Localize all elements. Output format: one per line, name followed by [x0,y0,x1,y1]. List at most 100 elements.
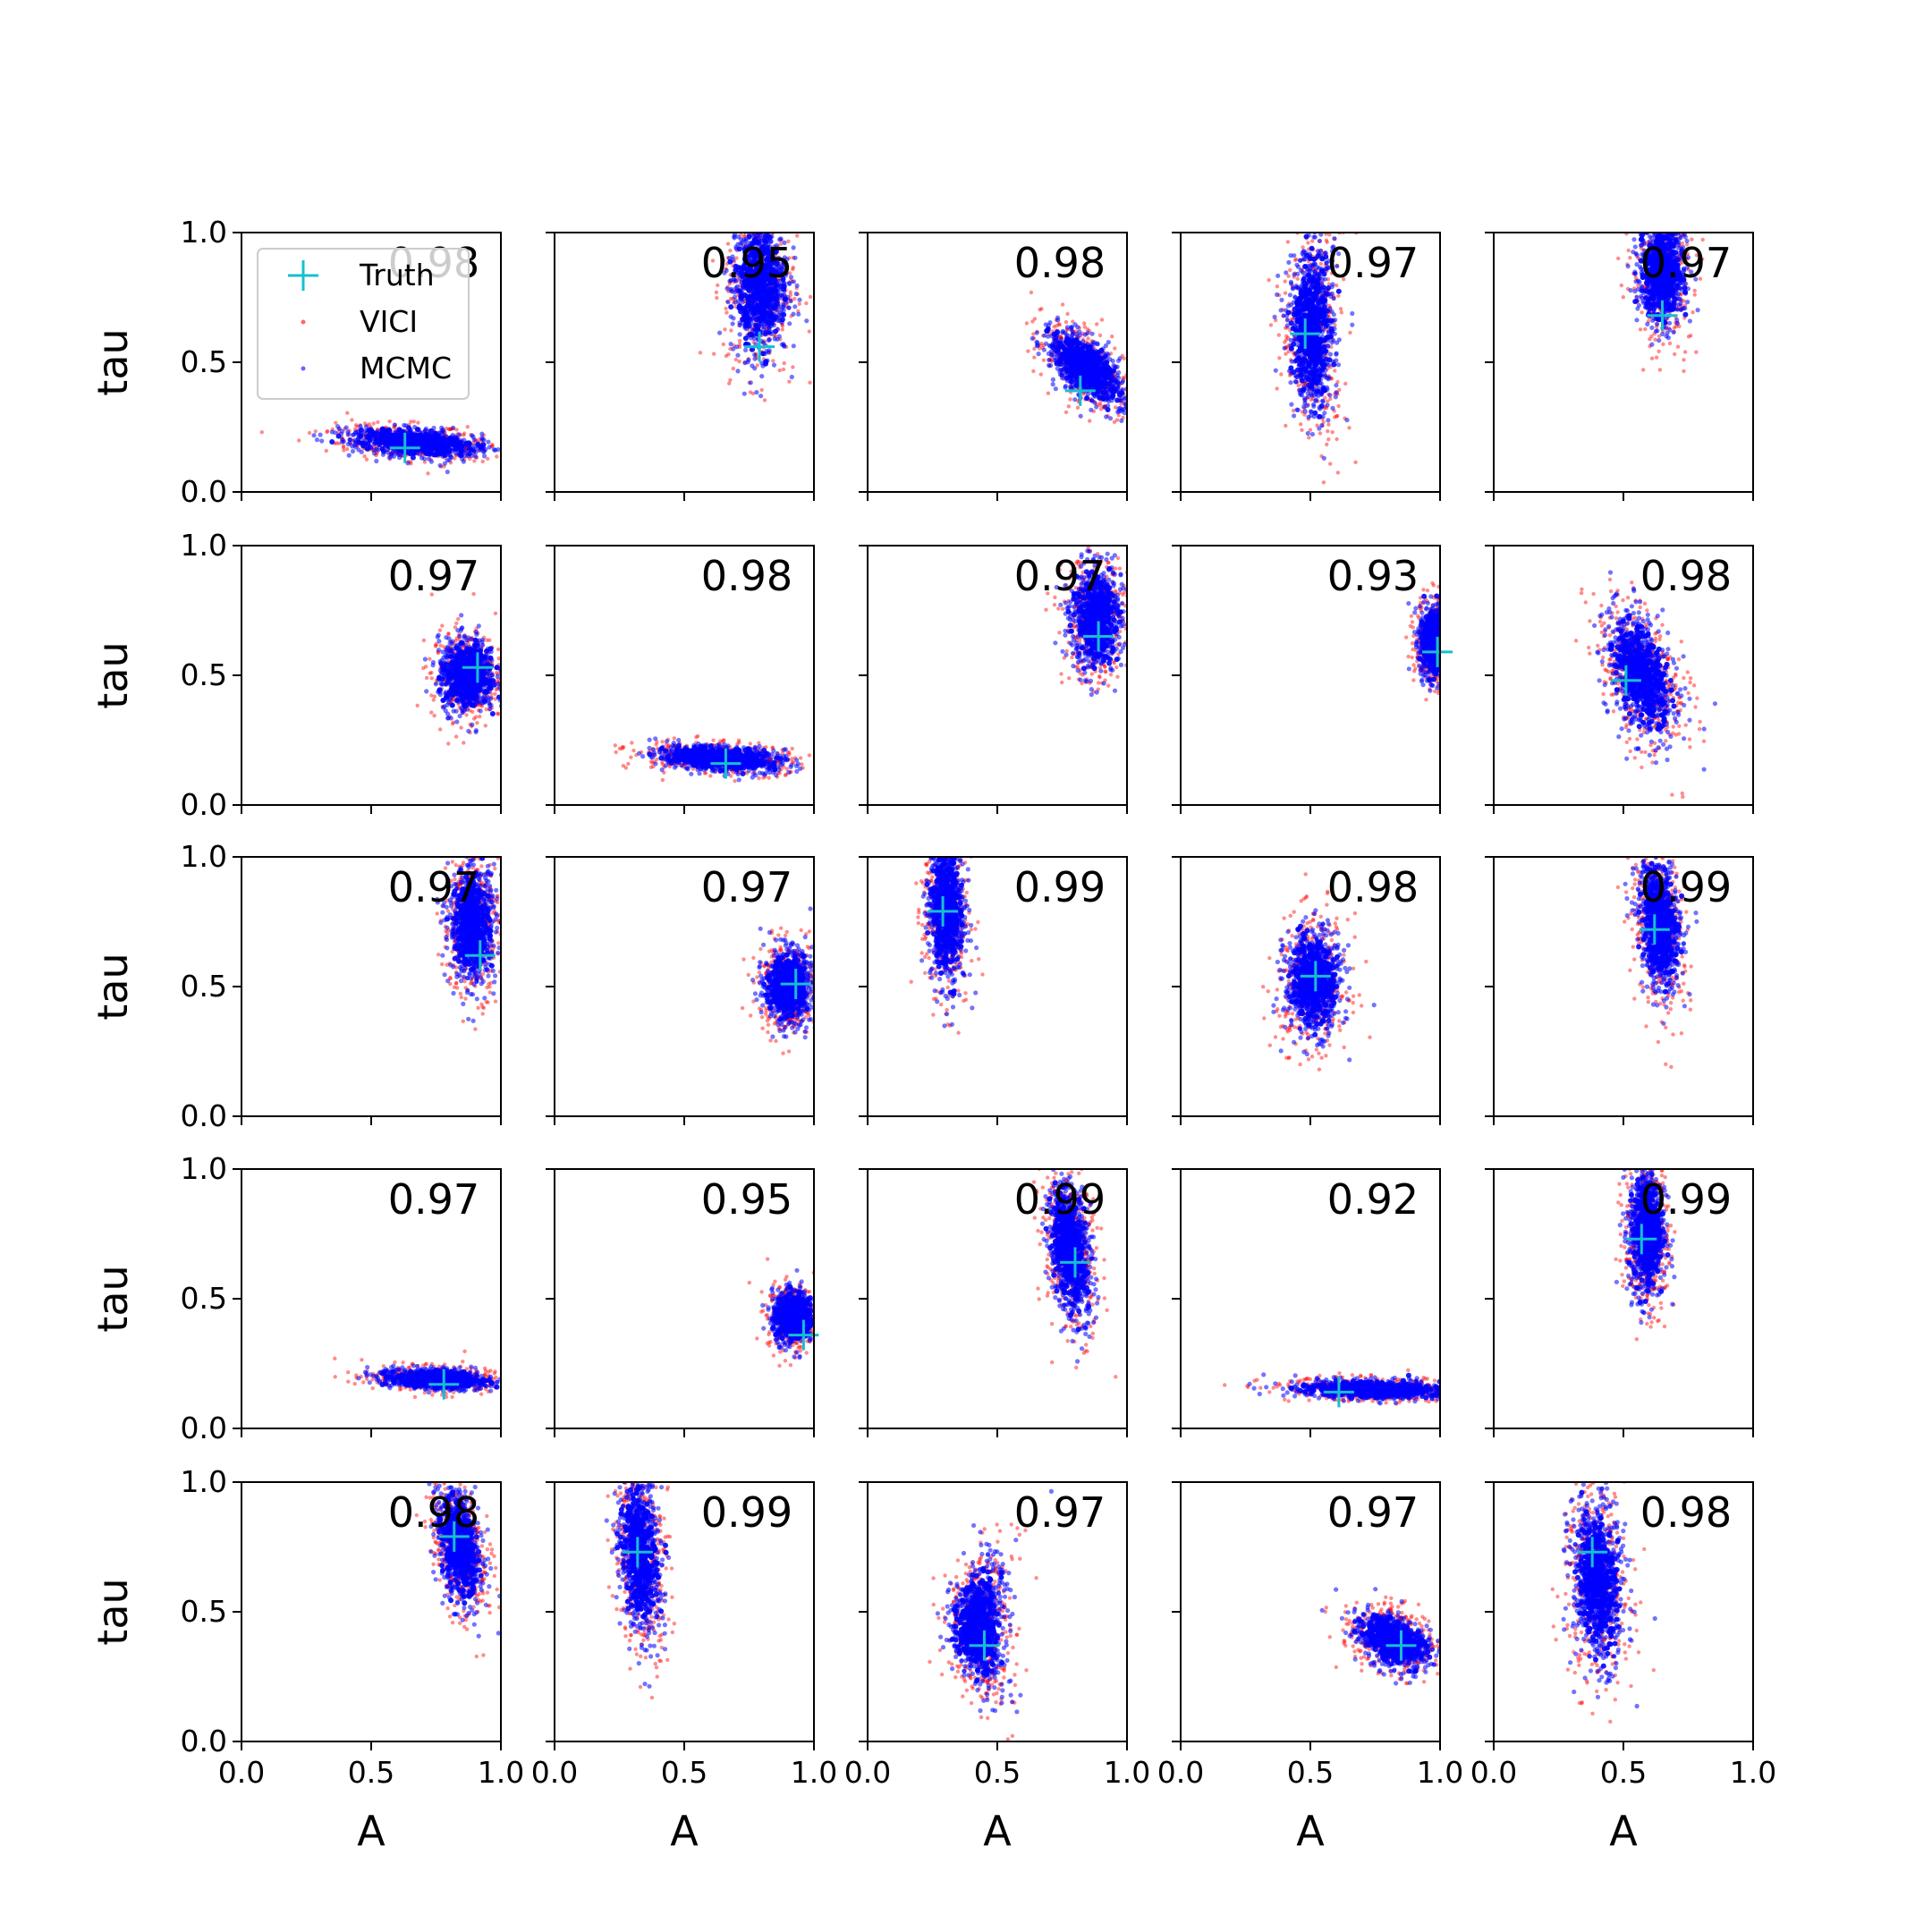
vici-point [1333,369,1337,373]
vici-point [1299,422,1303,427]
mcmc-point [791,245,796,250]
mcmc-point [762,330,767,335]
mcmc-point [796,311,801,317]
mcmc-point [759,374,765,379]
mcmc-point [1069,349,1075,355]
mcmc-point [740,300,745,305]
vici-point [1306,220,1309,224]
vici-point [1136,394,1140,398]
mcmc-point [749,199,753,203]
vici-point [756,216,759,220]
mcmc-point [1051,331,1057,337]
mcmc-point [771,362,777,368]
mcmc-point [385,434,391,440]
mcmc-point [1087,349,1093,355]
vici-point [1328,462,1333,466]
vici-point [1032,346,1037,352]
vici-point [716,283,720,288]
vici-point [1301,245,1305,250]
vici-point [1284,423,1288,428]
mcmc-point [1059,368,1064,373]
vici-point [807,329,811,334]
vici-point [1038,372,1044,377]
mcmc-point [365,445,370,452]
mcmc-point [1134,394,1139,399]
vici-point [1307,218,1310,222]
vici-point [1097,402,1102,408]
mcmc-point [1319,226,1324,231]
mcmc-point [1080,343,1086,349]
vici-point [541,464,545,468]
vici-point [1060,302,1065,307]
mcmc-point [1077,333,1083,338]
mcmc-point [1108,377,1114,384]
mcmc-point [394,433,401,439]
vici-point [1041,358,1046,362]
mcmc-point [1089,374,1096,380]
mcmc-point [1292,413,1297,419]
vici-point [409,419,413,424]
mcmc-point [739,273,745,279]
mcmc-point [1073,345,1080,352]
mcmc-point [442,453,448,458]
mcmc-point [371,431,377,437]
mcmc-point [737,203,741,208]
vici-point [1318,195,1322,199]
vici-point [1335,414,1339,419]
vici-point [759,205,763,208]
vici-point [387,419,392,424]
vici-point [731,366,735,371]
vici-point [783,220,786,224]
mcmc-point [445,470,450,475]
vici-point [782,225,785,228]
vici-point [342,444,346,448]
vici-point [1295,276,1301,281]
mcmc-point [755,203,759,208]
mcmc-point [725,300,731,305]
mcmc-point [744,316,750,322]
panel-2: 0.95 [546,187,815,501]
mcmc-point [1046,334,1051,339]
mcmc-point [743,242,750,247]
mcmc-point [765,208,769,212]
vici-point [757,225,760,228]
mcmc-point [1112,387,1118,394]
vici-point [770,189,774,192]
mcmc-point [1084,355,1090,361]
vici-point [1039,307,1044,311]
mcmc-point [1047,320,1053,326]
mcmc-point [749,284,755,290]
panel-1-samples [259,411,545,476]
vici-point [507,445,511,448]
vici-point [762,398,767,402]
vici-point [1292,208,1296,212]
mcmc-point [371,451,377,456]
mcmc-point [773,226,777,231]
vici-point [446,427,451,431]
mcmc-point [773,328,778,335]
mcmc-point [758,247,765,253]
vici-point [1328,182,1332,185]
mcmc-point [736,288,742,294]
vici-point [749,207,752,210]
vici-point [364,457,369,462]
mcmc-point [792,304,798,309]
mcmc-point [751,216,756,221]
mcmc-point [740,217,744,222]
vici-point [1024,321,1030,326]
mcmc-point [1129,377,1133,382]
vici-point [781,187,784,191]
vici-point [782,360,786,366]
mcmc-point [412,441,419,447]
vici-point [1318,431,1323,436]
mcmc-point [1092,364,1098,370]
vici-point [1335,379,1340,385]
mcmc-point [758,394,764,399]
vici-point [1350,210,1353,214]
mcmc-point [481,437,487,443]
mcmc-point [1091,340,1097,345]
mcmc-point [730,289,735,294]
vici-point [313,429,318,434]
vici-point [1134,400,1138,403]
mcmc-point [1326,418,1331,423]
